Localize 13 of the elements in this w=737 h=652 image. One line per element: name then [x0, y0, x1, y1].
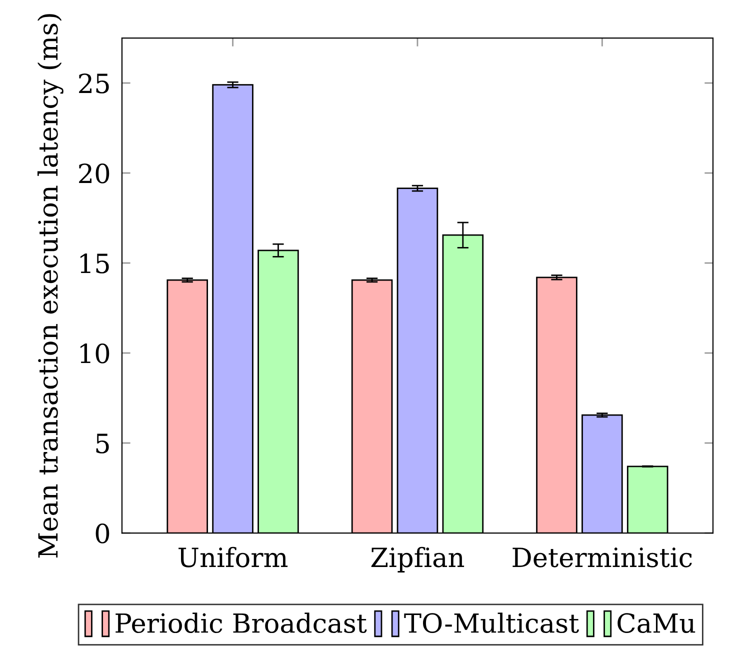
x-tick-label: Deterministic — [512, 548, 692, 568]
y-tick-label: 0 — [96, 523, 110, 544]
y-tick-label: 5 — [96, 434, 109, 454]
y-tick-label: 20 — [79, 163, 110, 184]
legend-label: Periodic Broadcast — [116, 612, 367, 634]
y-axis-title: Mean transaction execution latency (ms) — [37, 14, 64, 558]
legend-label: TO-Multicast — [404, 612, 579, 634]
legend-label: CaMu — [618, 613, 696, 634]
y-tick-label: 15 — [80, 253, 109, 274]
x-tick-label: Zipfian — [371, 546, 464, 572]
y-tick-label: 10 — [80, 343, 110, 364]
x-tick-label: Uniform — [178, 546, 288, 568]
y-tick-label: 25 — [79, 73, 109, 94]
